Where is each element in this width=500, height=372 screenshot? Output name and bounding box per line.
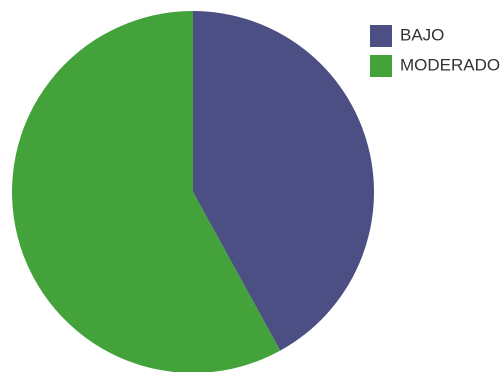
legend-swatch: [370, 55, 392, 77]
pie-slice: [193, 11, 375, 351]
legend-swatch: [370, 25, 392, 47]
legend-label: BAJO: [400, 25, 444, 44]
legend-label: MODERADO: [400, 55, 500, 74]
pie-slice: [12, 11, 281, 372]
